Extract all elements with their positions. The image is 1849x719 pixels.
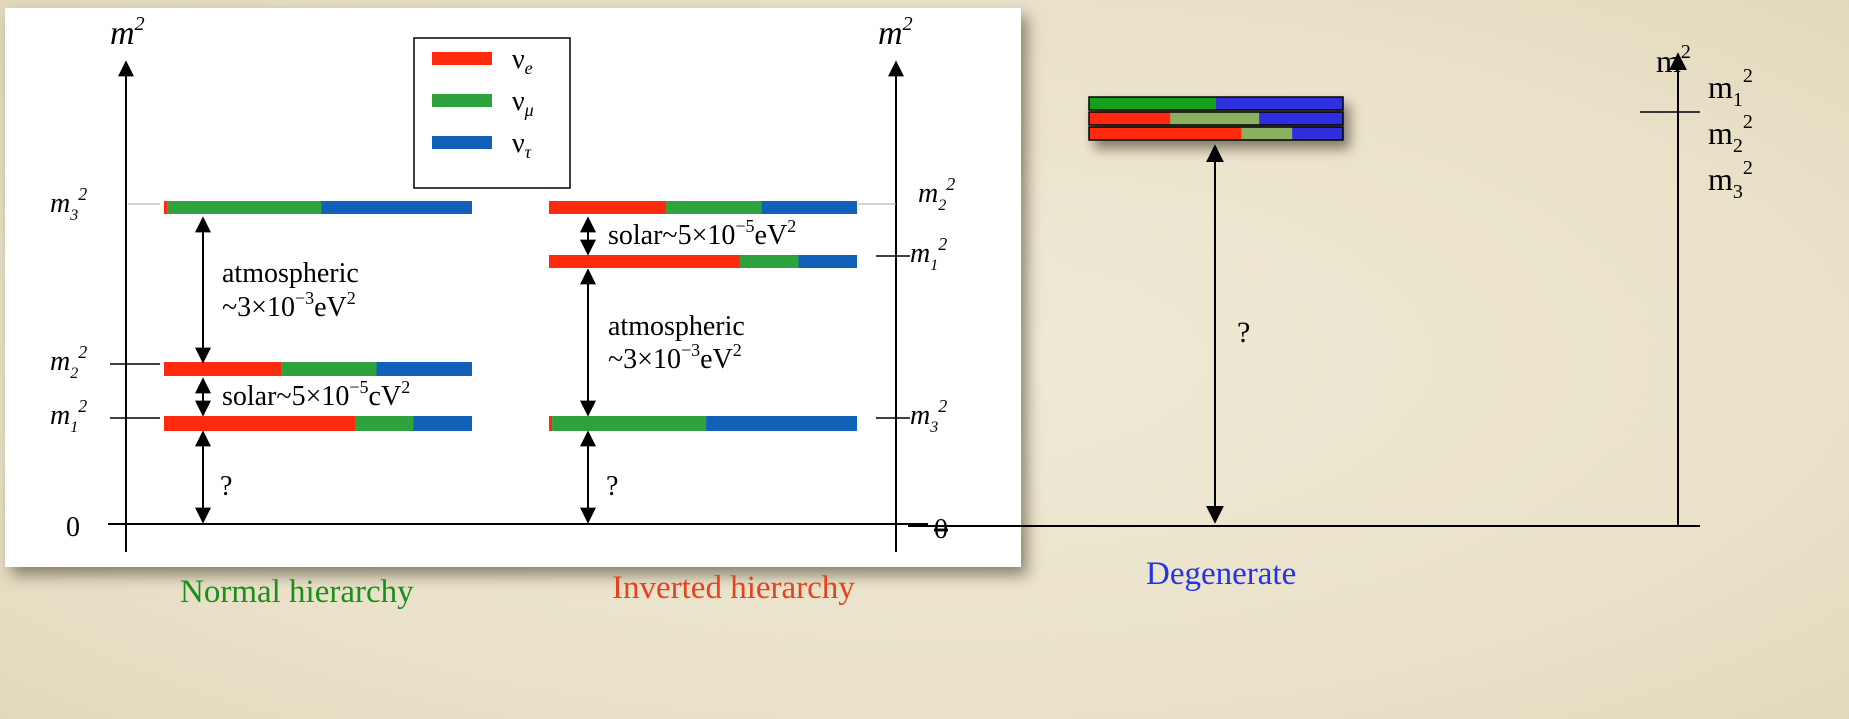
degenerate-m1-label: m12 — [1708, 65, 1753, 111]
degenerate-bot-bar-outline — [1088, 126, 1344, 141]
inverted-atmospheric-value: ~3×10−3eV2 — [608, 340, 742, 375]
normal-m3-bar-segment-2 — [321, 201, 472, 214]
normal-m2-bar-segment-1 — [281, 362, 377, 376]
inverted-m2-bar-segment-0 — [549, 201, 667, 214]
left-zero-label: 0 — [66, 512, 80, 543]
degenerate-scenario: m2 m12 m22 m32 ? — [908, 41, 1753, 527]
normal-hierarchy-caption: Normal hierarchy — [180, 574, 414, 610]
normal-m1-label: m12 — [50, 396, 87, 436]
inverted-m1-bar — [549, 255, 857, 268]
inverted-m3-bar-segment-0 — [549, 416, 553, 431]
inverted-m2-bar-segment-2 — [761, 201, 857, 214]
degenerate-m2-label: m22 — [1708, 111, 1753, 157]
normal-m2-bar-segment-2 — [376, 362, 472, 376]
degenerate-bot-bar-segment-1 — [1241, 127, 1293, 140]
normal-m3-label: m32 — [50, 184, 87, 224]
normal-atmospheric-value: ~3×10−3eV2 — [222, 288, 356, 323]
normal-m1-bar — [164, 416, 472, 431]
inverted-m3-bar — [549, 416, 857, 431]
degenerate-question-mark: ? — [1237, 316, 1250, 349]
normal-question-mark: ? — [220, 471, 232, 502]
inverted-m3-label: m32 — [910, 396, 947, 436]
degenerate-m3-label: m32 — [1708, 157, 1753, 203]
degenerate-top-bar-outline — [1088, 96, 1344, 111]
normal-m3-bar-segment-0 — [164, 201, 168, 214]
inverted-solar-label: solar~5×10−5eV2 — [608, 216, 796, 251]
inverted-m1-bar-segment-2 — [798, 255, 857, 268]
legend-swatch-2 — [432, 136, 492, 149]
normal-m2-bar-segment-0 — [164, 362, 282, 376]
inverted-m1-bar-segment-0 — [549, 255, 740, 268]
legend-label-1: νμ — [512, 86, 534, 120]
normal-m1-bar-segment-0 — [164, 416, 355, 431]
degenerate-mid-bar-segment-0 — [1089, 112, 1171, 125]
normal-hierarchy: m32 m22 m12 atmospheric ~3×10−3eV2 solar… — [50, 184, 472, 524]
inverted-atmospheric-label: atmospheric — [608, 311, 745, 342]
normal-m1-bar-segment-1 — [354, 416, 414, 431]
degenerate-mid-bar — [1088, 111, 1344, 126]
legend-label-0: νe — [512, 44, 533, 78]
normal-m3-bar — [164, 201, 472, 214]
legend-label-2: ντ — [512, 128, 532, 162]
degenerate-bot-bar — [1088, 126, 1344, 141]
normal-solar-label: solar~5×10−5cV2 — [222, 377, 410, 412]
degenerate-bot-bar-segment-2 — [1292, 127, 1343, 140]
right-axis: m2 m22 m12 m32 0 — [858, 13, 955, 552]
inverted-m3-bar-segment-2 — [706, 416, 857, 431]
flavor-legend: νe νμ ντ — [413, 37, 571, 189]
inverted-question-mark: ? — [606, 471, 618, 502]
degenerate-bot-bar-segment-0 — [1089, 127, 1242, 140]
legend-swatch-0 — [432, 52, 492, 65]
normal-m1-bar-segment-2 — [413, 416, 472, 431]
left-axis-label: m2 — [110, 13, 145, 52]
degenerate-caption: Degenerate — [1146, 556, 1297, 592]
inverted-m1-bar-segment-1 — [739, 255, 799, 268]
normal-m2-label: m22 — [50, 342, 87, 382]
degenerate-mid-bar-segment-1 — [1170, 112, 1260, 125]
inverted-hierarchy: solar~5×10−5eV2 atmospheric ~3×10−3eV2 ? — [549, 201, 857, 524]
inverted-m1-label: m12 — [910, 234, 947, 274]
degenerate-mid-bar-segment-2 — [1259, 112, 1343, 125]
inverted-m2-bar-segment-1 — [666, 201, 762, 214]
normal-m3-bar-segment-1 — [167, 201, 322, 214]
right-axis-label: m2 — [878, 13, 913, 52]
degenerate-axis-label: m2 — [1656, 41, 1691, 79]
degenerate-top-bar-segment-1 — [1216, 97, 1343, 110]
inverted-hierarchy-caption: Inverted hierarchy — [612, 570, 855, 606]
degenerate-mid-bar-outline — [1088, 111, 1344, 126]
right-zero-label: 0 — [934, 514, 948, 545]
degenerate-top-bar — [1088, 96, 1344, 111]
inverted-m3-bar-segment-1 — [552, 416, 707, 431]
normal-m2-bar — [164, 362, 472, 376]
inverted-m2-bar — [549, 201, 857, 214]
normal-atmospheric-label: atmospheric — [222, 258, 359, 289]
left-axis: m2 0 — [66, 13, 928, 552]
legend-swatch-1 — [432, 94, 492, 107]
degenerate-top-bar-segment-0 — [1089, 97, 1216, 110]
inverted-m2-label: m22 — [918, 174, 955, 214]
